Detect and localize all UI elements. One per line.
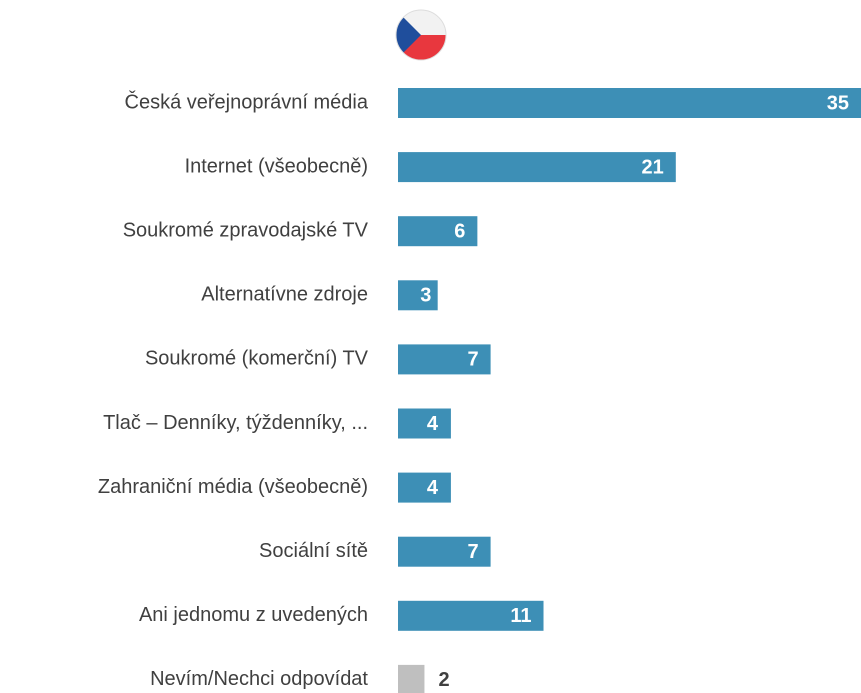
category-label: Sociální sítě (259, 540, 368, 562)
category-label: Zahraniční média (všeobecně) (98, 476, 368, 498)
value-label: 11 (510, 605, 531, 627)
bar (398, 152, 676, 183)
value-label: 2 (438, 669, 449, 691)
bar (398, 664, 425, 693)
value-label: 21 (642, 156, 664, 178)
value-label: 4 (427, 477, 439, 499)
bar (398, 88, 861, 118)
bar (398, 600, 544, 631)
value-label: 4 (427, 413, 439, 435)
category-label: Česká veřejnoprávní média (125, 90, 369, 113)
bar (398, 216, 478, 247)
flag-icon (395, 9, 447, 61)
category-label: Nevím/Nechci odpovídat (150, 668, 368, 690)
value-label: 3 (420, 285, 431, 307)
bar (398, 280, 438, 311)
category-label: Soukromé (komerční) TV (145, 348, 369, 370)
category-label: Ani jednomu z uvedených (139, 604, 368, 626)
bar (398, 536, 491, 567)
bar (398, 408, 451, 439)
value-label: 35 (827, 92, 849, 114)
category-label: Alternatívne zdroje (201, 284, 368, 306)
bar (398, 344, 491, 375)
category-label: Soukromé zpravodajské TV (123, 219, 369, 241)
value-label: 7 (467, 349, 478, 371)
category-label: Internet (všeobecně) (185, 155, 368, 177)
category-label: Tlač – Denníky, týždenníky, ... (103, 412, 368, 434)
bar (398, 472, 451, 503)
value-label: 6 (454, 220, 465, 242)
value-label: 7 (467, 541, 478, 563)
